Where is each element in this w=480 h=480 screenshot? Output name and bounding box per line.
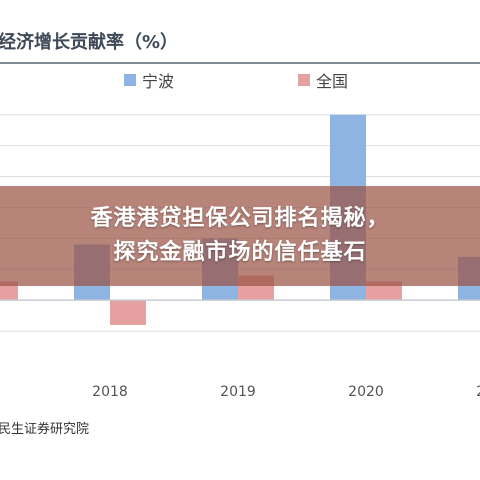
x-tick-label-2018: 2018: [92, 384, 128, 400]
x-tick-label-2019: 2019: [220, 384, 256, 400]
legend-item-national: 全国: [298, 68, 348, 92]
legend-label-national: 全国: [316, 72, 349, 91]
title-divider: [0, 62, 480, 64]
headline-line-1: 香港港贷担保公司排名揭秘，: [90, 206, 390, 231]
bar-national-2020: [366, 281, 402, 301]
x-tick-label-2020: 2020: [348, 384, 384, 400]
x-tick-label-2021: 2021: [476, 384, 480, 400]
legend-label-ningbo: 宁波: [142, 72, 175, 91]
legend-item-ningbo: 宁波: [124, 68, 174, 92]
legend-swatch-national: [298, 74, 310, 86]
bar-national-2018: [110, 300, 146, 325]
headline-line-2: 探究金融市场的信任基石: [113, 240, 367, 265]
headline-banner: 香港港贷担保公司排名揭秘， 探究金融市场的信任基石: [0, 186, 480, 286]
source-note: 民生证券研究院: [0, 422, 90, 437]
chart-title: 经济增长贡献率（%）: [0, 32, 179, 53]
legend-swatch-ningbo: [124, 74, 136, 86]
bar-national-2017: [0, 281, 18, 301]
